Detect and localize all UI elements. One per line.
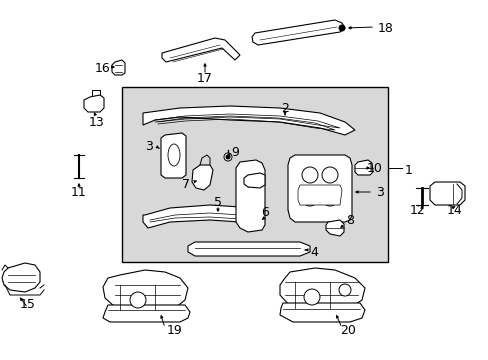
- Text: 4: 4: [309, 246, 317, 258]
- Polygon shape: [103, 270, 187, 312]
- Text: 3: 3: [145, 140, 153, 153]
- Circle shape: [321, 190, 337, 206]
- Text: 12: 12: [409, 203, 425, 216]
- Text: 3: 3: [375, 185, 383, 198]
- Text: 9: 9: [230, 147, 238, 159]
- Polygon shape: [236, 160, 264, 232]
- Polygon shape: [103, 305, 190, 322]
- Polygon shape: [251, 20, 345, 45]
- Ellipse shape: [168, 144, 180, 166]
- Polygon shape: [297, 185, 341, 205]
- Polygon shape: [280, 303, 364, 322]
- Text: 19: 19: [167, 324, 183, 337]
- Text: 11: 11: [71, 186, 87, 199]
- Circle shape: [321, 167, 337, 183]
- Circle shape: [130, 292, 146, 308]
- Polygon shape: [187, 242, 309, 256]
- Text: 14: 14: [446, 203, 462, 216]
- Text: 5: 5: [214, 195, 222, 208]
- Text: 17: 17: [197, 72, 212, 85]
- Bar: [122, 87, 387, 262]
- Polygon shape: [429, 182, 464, 205]
- Text: 18: 18: [377, 22, 393, 35]
- Text: 13: 13: [89, 116, 104, 129]
- Polygon shape: [142, 106, 354, 135]
- Circle shape: [302, 167, 317, 183]
- Text: 20: 20: [339, 324, 355, 337]
- Text: 7: 7: [182, 179, 190, 192]
- Polygon shape: [161, 133, 185, 178]
- Polygon shape: [325, 220, 343, 236]
- Polygon shape: [280, 268, 364, 312]
- Polygon shape: [192, 165, 213, 190]
- Text: 8: 8: [346, 213, 353, 226]
- Text: 15: 15: [20, 298, 36, 311]
- Polygon shape: [2, 263, 40, 292]
- Circle shape: [225, 155, 229, 159]
- Circle shape: [338, 25, 345, 31]
- Circle shape: [304, 289, 319, 305]
- Circle shape: [224, 153, 231, 161]
- Circle shape: [338, 284, 350, 296]
- Polygon shape: [112, 60, 125, 75]
- Polygon shape: [162, 38, 240, 62]
- Text: 1: 1: [404, 163, 412, 176]
- Circle shape: [302, 190, 317, 206]
- Polygon shape: [354, 160, 372, 175]
- Polygon shape: [142, 205, 264, 228]
- Text: 6: 6: [261, 207, 268, 220]
- Text: 10: 10: [366, 162, 382, 175]
- Text: 16: 16: [94, 62, 110, 75]
- Polygon shape: [244, 173, 264, 188]
- Polygon shape: [84, 95, 104, 112]
- Polygon shape: [287, 155, 351, 222]
- Text: 2: 2: [281, 102, 288, 114]
